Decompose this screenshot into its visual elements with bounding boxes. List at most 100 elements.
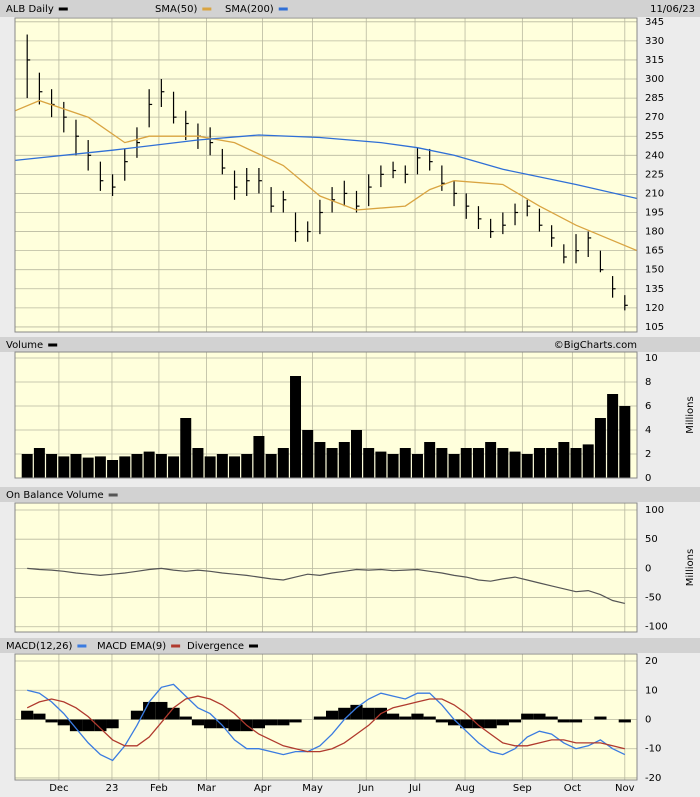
y-tick-label: 100	[645, 505, 664, 516]
volume-bar	[375, 451, 387, 478]
divergence-bar	[460, 719, 473, 729]
header-bar	[0, 337, 700, 352]
divergence-bar	[618, 719, 631, 723]
legend-swatch	[108, 493, 118, 497]
y-tick-label: 345	[645, 17, 664, 28]
volume-bar	[424, 442, 436, 478]
divergence-bar	[435, 719, 448, 723]
volume-bar	[82, 457, 94, 478]
divergence-bar	[21, 710, 34, 720]
divergence-bar	[277, 719, 290, 726]
volume-bar	[58, 456, 70, 478]
volume-bar	[448, 454, 460, 478]
volume-bar	[509, 451, 521, 478]
divergence-bar	[362, 707, 375, 720]
divergence-bar	[69, 719, 83, 732]
volume-bar	[485, 442, 497, 478]
divergence-bar	[106, 719, 119, 729]
x-tick-label: Feb	[150, 783, 168, 794]
header-bar	[0, 0, 700, 17]
volume-bar	[290, 376, 301, 478]
volume-bar	[277, 448, 289, 478]
volume-bar	[326, 448, 338, 478]
divergence-bar	[130, 710, 144, 720]
date: 11/06/23	[650, 4, 695, 15]
volume-bar	[155, 454, 167, 478]
divergence-bar	[399, 716, 412, 720]
y-tick-label: 105	[645, 322, 664, 333]
y-tick-label: 300	[645, 74, 664, 85]
legend-swatch	[278, 7, 288, 11]
volume-bar	[33, 448, 45, 478]
volume-bar	[387, 454, 399, 478]
x-tick-label: Aug	[455, 783, 475, 794]
divergence-bar	[143, 701, 156, 720]
x-tick-label: Apr	[254, 783, 272, 794]
divergence-bar	[496, 719, 509, 726]
volume-bar	[594, 418, 606, 478]
divergence-bar	[252, 719, 266, 729]
header-bar	[0, 487, 700, 502]
volume-bar	[119, 456, 131, 478]
divergence-bar	[289, 719, 302, 723]
legend-swatch	[202, 7, 212, 11]
divergence-bar	[191, 719, 205, 726]
y-tick-label: -50	[645, 593, 661, 604]
volume-bar	[436, 448, 448, 478]
y-tick-label: 195	[645, 208, 664, 219]
volume-bar	[558, 442, 570, 478]
volume-bar	[521, 454, 533, 478]
header-bar	[0, 638, 700, 653]
y-tick-label: -100	[645, 622, 668, 633]
x-tick-label: Sep	[513, 783, 532, 794]
volume-bar	[70, 454, 82, 478]
divergence-bar	[313, 716, 326, 720]
sma-line	[14, 134, 638, 200]
y-tick-label: 120	[645, 303, 664, 314]
divergence-bar	[216, 719, 229, 729]
volume-bar	[265, 454, 277, 478]
y-tick-label: 240	[645, 150, 664, 161]
legend-label: SMA(200)	[225, 4, 274, 15]
macd-line	[26, 695, 625, 753]
y-tick-label: 8	[645, 377, 651, 388]
divergence-bar	[521, 713, 534, 720]
legend-swatch	[77, 644, 87, 648]
volume-bar	[94, 456, 106, 478]
volume-bar	[338, 442, 350, 478]
divergence-bar	[594, 716, 607, 720]
volume-bar	[570, 448, 582, 478]
legend-label: Volume	[6, 340, 43, 351]
plot-area	[14, 502, 638, 633]
x-tick-label: Oct	[564, 783, 581, 794]
legend-label: MACD(12,26)	[6, 641, 73, 652]
y-tick-label: 6	[645, 401, 651, 412]
y-tick-label: 315	[645, 55, 664, 66]
divergence-bar	[472, 719, 485, 729]
divergence-bar	[411, 713, 424, 720]
divergence-bar	[94, 719, 107, 732]
volume-bar	[351, 430, 362, 478]
divergence-bar	[484, 719, 497, 729]
divergence-bar	[386, 713, 400, 720]
y-tick-label: 20	[645, 656, 658, 667]
x-tick-label: Mar	[197, 783, 217, 794]
volume-bar	[399, 448, 411, 478]
volume-bar	[216, 454, 228, 478]
x-tick-label: Nov	[615, 783, 635, 794]
volume-bar	[607, 394, 619, 478]
volume-bar	[143, 451, 155, 478]
legend-swatch	[248, 644, 258, 648]
x-tick-label: Jul	[408, 783, 421, 794]
y-tick-label: 330	[645, 36, 664, 47]
divergence-bar	[228, 719, 241, 732]
y-tick-label: 0	[645, 714, 651, 725]
plot-frame	[14, 653, 638, 781]
plot-frame	[14, 17, 638, 333]
divergence-bar	[350, 704, 363, 720]
volume-bar	[180, 418, 192, 478]
legend-label: Divergence	[187, 641, 244, 652]
volume-bar	[46, 454, 58, 478]
x-tick-label: 23	[106, 783, 119, 794]
divergence-bar	[533, 713, 546, 720]
